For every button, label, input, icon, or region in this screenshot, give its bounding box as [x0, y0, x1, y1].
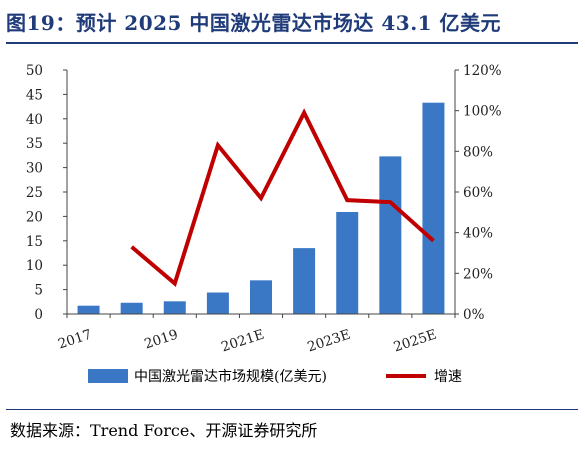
- y-left-tick-label: 5: [34, 283, 43, 299]
- y-right-tick-label: 40%: [463, 226, 493, 242]
- bar-2017: [77, 305, 100, 314]
- y-right-tick-label: 20%: [463, 266, 493, 282]
- y-right-tick-label: 100%: [463, 104, 502, 120]
- legend-bar-label: 中国激光雷达市场规模(亿美元): [134, 368, 327, 385]
- y-left-tick-label: 20: [26, 209, 43, 225]
- chart-title: 图19：预计 2025 中国激光雷达市场达 43.1 亿美元: [6, 11, 502, 35]
- bar-2022E: [293, 248, 316, 314]
- bar-2025E: [422, 102, 445, 314]
- chart-svg: 0 5 10 15 20 25 30 35 40 45 50 0% 20% 40% 60% 80% 100% 12…: [26, 63, 502, 385]
- x-tick-label: 2023E: [305, 327, 352, 356]
- y-right-tick-label: 80%: [463, 144, 493, 160]
- title-divider: [6, 42, 578, 44]
- y-right-tick-label: 120%: [463, 63, 502, 79]
- bar-2018: [120, 302, 143, 314]
- y-left-tick-label: 25: [26, 185, 43, 201]
- x-tick-label: 2019: [142, 327, 180, 353]
- y-left-tick-label: 40: [26, 112, 43, 128]
- bar-2019: [163, 301, 186, 314]
- bar-2020: [206, 292, 229, 314]
- bar-2024E: [379, 156, 402, 314]
- y-left-tick-label: 30: [26, 161, 43, 177]
- growth-line: [130, 108, 435, 287]
- y-left-tick-label: 35: [26, 136, 43, 152]
- bar-2021E: [250, 280, 272, 314]
- x-tick-label: 2025E: [392, 327, 439, 356]
- source-divider: [6, 409, 578, 410]
- legend-line-label: 增速: [434, 369, 462, 385]
- y-right-tick-label: 60%: [463, 185, 493, 201]
- x-tick-label: 2017: [56, 327, 94, 353]
- y-left-tick-label: 0: [34, 307, 43, 323]
- y-left-tick-label: 10: [26, 258, 43, 274]
- legend-bar-swatch: [88, 369, 128, 383]
- x-tick-label: 2021E: [219, 327, 266, 356]
- source-note: 数据来源：Trend Force、开源证券研究所: [10, 421, 318, 440]
- y-left-tick-label: 45: [26, 87, 43, 103]
- y-right-tick-label: 0%: [463, 307, 485, 323]
- bar-2023E: [336, 212, 359, 314]
- y-left-tick-label: 15: [26, 234, 43, 250]
- y-left-tick-label: 50: [26, 63, 43, 79]
